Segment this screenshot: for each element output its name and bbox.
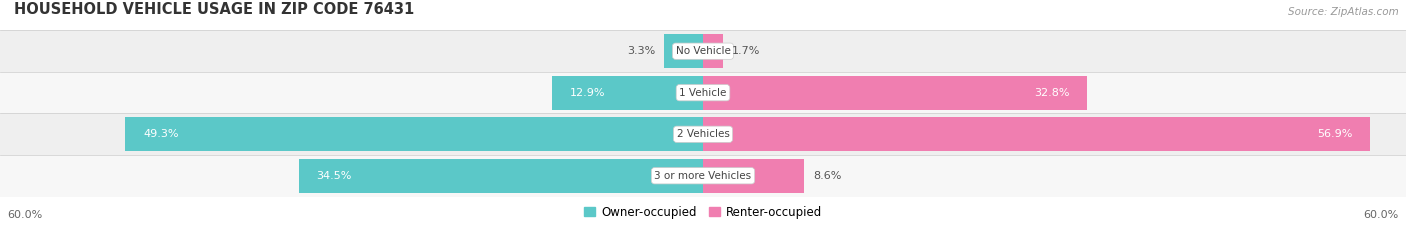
- Text: Source: ZipAtlas.com: Source: ZipAtlas.com: [1288, 7, 1399, 17]
- Text: 12.9%: 12.9%: [569, 88, 605, 98]
- Bar: [298, 159, 703, 193]
- Text: 32.8%: 32.8%: [1035, 88, 1070, 98]
- Bar: [0, 72, 1406, 113]
- Text: 2 Vehicles: 2 Vehicles: [676, 129, 730, 139]
- Text: 1.7%: 1.7%: [733, 46, 761, 56]
- Text: 60.0%: 60.0%: [7, 210, 42, 220]
- Text: 3.3%: 3.3%: [627, 46, 655, 56]
- Text: No Vehicle: No Vehicle: [675, 46, 731, 56]
- Bar: [703, 159, 804, 193]
- Text: 1 Vehicle: 1 Vehicle: [679, 88, 727, 98]
- Bar: [703, 34, 723, 68]
- Bar: [551, 76, 703, 110]
- Bar: [0, 113, 1406, 155]
- Text: 3 or more Vehicles: 3 or more Vehicles: [654, 171, 752, 181]
- Text: 56.9%: 56.9%: [1317, 129, 1353, 139]
- Bar: [665, 34, 703, 68]
- Text: 60.0%: 60.0%: [1364, 210, 1399, 220]
- Text: HOUSEHOLD VEHICLE USAGE IN ZIP CODE 76431: HOUSEHOLD VEHICLE USAGE IN ZIP CODE 7643…: [14, 2, 415, 17]
- Bar: [703, 117, 1369, 151]
- Bar: [0, 30, 1406, 72]
- Bar: [0, 155, 1406, 197]
- Bar: [703, 76, 1087, 110]
- Text: 49.3%: 49.3%: [143, 129, 179, 139]
- Text: 34.5%: 34.5%: [316, 171, 352, 181]
- Legend: Owner-occupied, Renter-occupied: Owner-occupied, Renter-occupied: [579, 201, 827, 223]
- Text: 8.6%: 8.6%: [813, 171, 842, 181]
- Bar: [125, 117, 703, 151]
